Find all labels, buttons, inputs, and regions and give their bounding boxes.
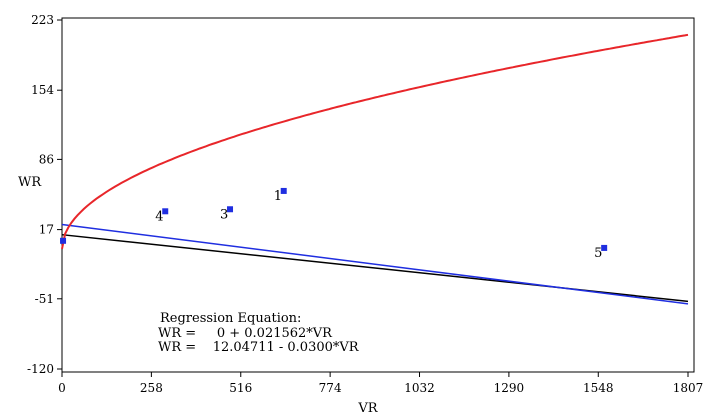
data-point <box>227 206 234 213</box>
y-tick-label: 223 <box>31 13 54 27</box>
x-tick-label: 774 <box>319 381 342 395</box>
x-tick-label: 1290 <box>494 381 525 395</box>
data-points: 4 3 1 5 <box>60 187 608 261</box>
data-point <box>162 208 169 215</box>
regression-line-1 <box>61 223 689 305</box>
y-tick-label: 86 <box>39 152 54 166</box>
plot-frame <box>61 17 695 373</box>
equation-line-2: WR = 12.04711 - 0.0300*VR <box>158 340 360 355</box>
y-axis-ticks: 223 154 86 17 -51 -120 <box>27 13 62 376</box>
equation-title: Regression Equation: <box>160 311 301 326</box>
x-tick-label: 1548 <box>583 381 614 395</box>
data-point-label: 3 <box>220 207 228 222</box>
x-tick-label: 1032 <box>404 381 435 395</box>
y-tick-label: -120 <box>27 362 54 376</box>
fitted-curve <box>61 33 689 250</box>
x-tick-label: 0 <box>58 381 66 395</box>
equation-line-1: WR = 0 + 0.021562*VR <box>158 326 333 341</box>
x-tick-label: 258 <box>140 381 163 395</box>
y-axis-title: WR <box>18 175 42 190</box>
data-point-label: 4 <box>155 209 163 224</box>
y-tick-label: 154 <box>31 83 54 97</box>
data-point-label: 1 <box>274 189 282 204</box>
x-tick-label: 1807 <box>673 381 704 395</box>
data-point <box>280 187 287 194</box>
y-tick-label: -51 <box>35 292 54 306</box>
series-lines <box>61 33 689 305</box>
data-point <box>601 244 608 251</box>
y-tick-label: 17 <box>39 223 54 237</box>
regression-equation-box: Regression Equation: WR = 0 + 0.021562*V… <box>158 311 360 355</box>
data-point-label: 5 <box>594 246 602 261</box>
x-axis-ticks: 0 258 516 774 1032 1290 1548 1807 <box>58 372 703 395</box>
data-point <box>60 237 67 244</box>
x-axis-title: VR <box>357 401 378 415</box>
x-tick-label: 516 <box>229 381 252 395</box>
